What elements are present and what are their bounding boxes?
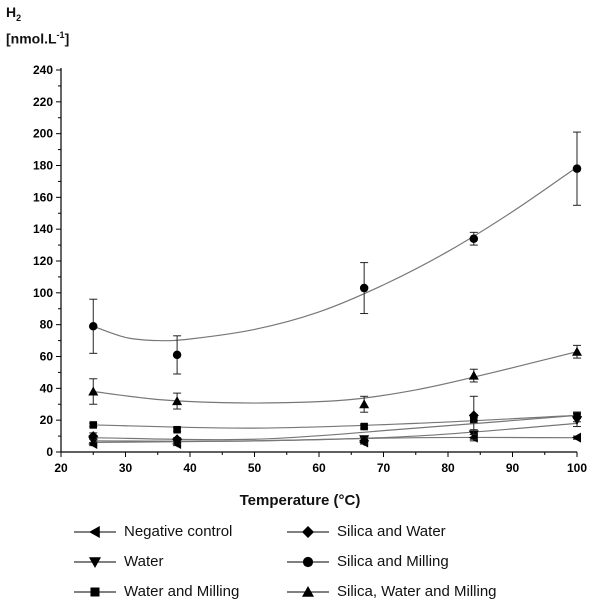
legend-swatch <box>287 586 329 597</box>
data-point <box>359 435 370 446</box>
legend-swatch <box>74 587 116 597</box>
legend-marker <box>89 526 100 538</box>
legend-marker <box>302 586 314 597</box>
legend-marker <box>89 557 101 568</box>
y-tick-label: 0 <box>46 445 53 459</box>
legend-swatch <box>74 526 116 538</box>
data-point <box>360 422 368 431</box>
x-tick-label: 100 <box>567 461 587 475</box>
y-tick-label: 240 <box>33 63 53 77</box>
fit-curve <box>93 351 578 404</box>
y-tick-label: 60 <box>40 350 54 364</box>
legend-label: Silica and Water <box>337 523 446 540</box>
data-point <box>172 396 183 406</box>
series-2 <box>89 411 581 434</box>
legend-label: Negative control <box>124 523 233 540</box>
data-point <box>572 164 582 173</box>
y-tick-label: 160 <box>33 190 53 204</box>
data-point <box>468 370 479 380</box>
data-point <box>359 399 370 409</box>
series-3 <box>88 395 582 446</box>
data-point <box>572 432 581 443</box>
data-point <box>88 431 99 442</box>
x-tick-label: 60 <box>312 461 326 475</box>
y-tick-label: 80 <box>40 318 54 332</box>
data-point <box>469 234 479 243</box>
x-tick-label: 80 <box>441 461 455 475</box>
data-point <box>468 410 479 421</box>
y-tick-label: 140 <box>33 222 53 236</box>
y-tick-label: 180 <box>33 159 53 173</box>
y-tick-label: 120 <box>33 254 53 268</box>
y-tick-label: 220 <box>33 95 53 109</box>
legend-label: Water <box>124 553 164 570</box>
fit-curve <box>93 166 578 342</box>
data-point <box>89 421 97 429</box>
fit-curve <box>93 414 578 429</box>
legend-label: Water and Milling <box>124 583 240 600</box>
data-point <box>359 283 369 293</box>
series-4 <box>89 131 582 375</box>
x-tick-label: 90 <box>506 461 520 475</box>
data-point <box>572 346 582 356</box>
x-tick-label: 30 <box>119 461 133 475</box>
legend-marker <box>90 587 100 597</box>
x-axis-label: Temperature (°C) <box>239 492 361 509</box>
data-point <box>172 434 183 445</box>
data-point <box>89 322 98 331</box>
data-point <box>572 411 582 422</box>
legend-marker <box>302 556 314 568</box>
y-tick-label: 200 <box>33 127 53 141</box>
y-axis-label: H2 [nmol.L-1] <box>6 4 70 47</box>
legend-swatch <box>74 557 116 568</box>
legend-swatch <box>287 526 329 538</box>
data-point <box>88 386 99 396</box>
legend-swatch <box>287 556 329 568</box>
fit-curve <box>93 414 578 441</box>
data-point <box>173 425 181 434</box>
data-point <box>172 350 182 360</box>
fit-curve <box>93 422 578 442</box>
x-tick-label: 50 <box>248 461 262 475</box>
x-tick-label: 40 <box>183 461 197 475</box>
y-tick-label: 40 <box>40 381 54 395</box>
y-tick-label: 100 <box>33 286 53 300</box>
series-5 <box>88 344 582 413</box>
legend-marker <box>302 526 314 538</box>
legend-label: Silica and Milling <box>337 553 449 570</box>
x-tick-label: 20 <box>54 461 68 475</box>
y-tick-label: 20 <box>40 413 54 427</box>
x-tick-label: 70 <box>377 461 391 475</box>
legend-label: Silica, Water and Milling <box>337 583 497 600</box>
